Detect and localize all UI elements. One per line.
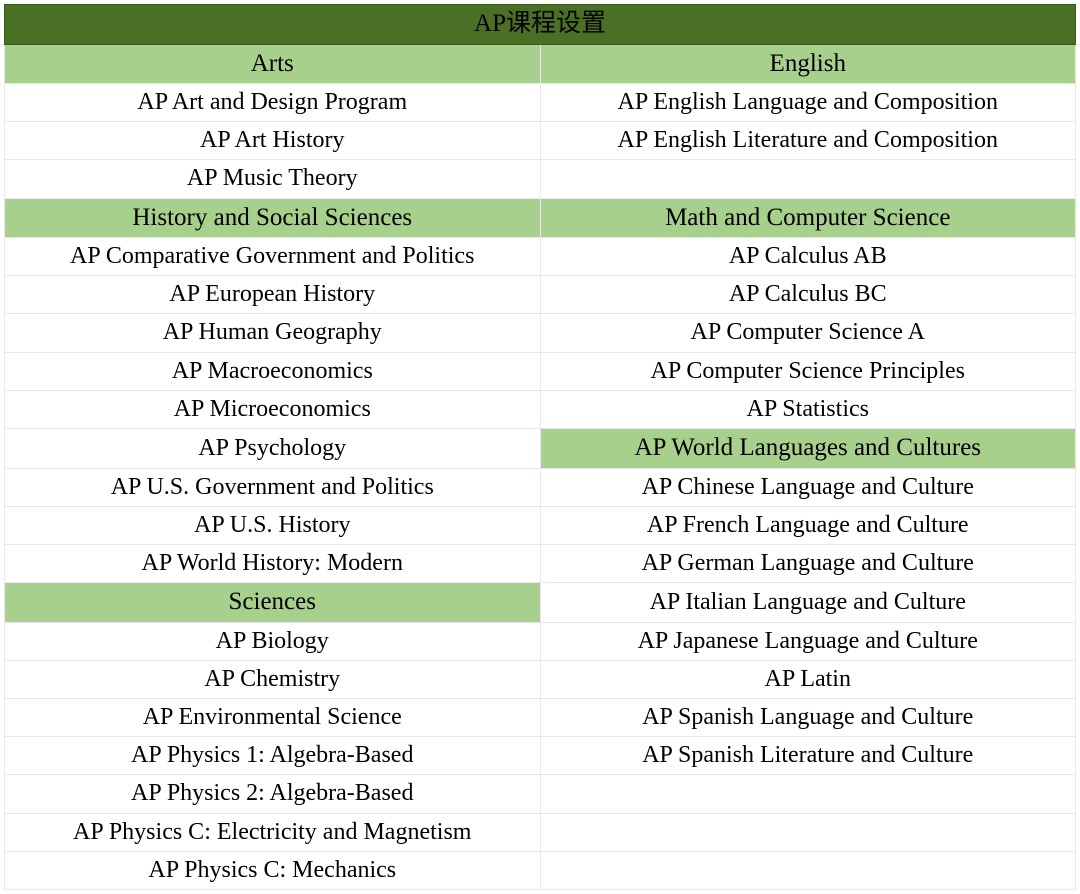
course-cell-right: AP Computer Science Principles [540,352,1076,390]
table-row: AP U.S. Government and PoliticsAP Chines… [5,468,1076,506]
course-cell-left: AP Comparative Government and Politics [5,238,541,276]
course-cell-right: AP Statistics [540,390,1076,428]
course-cell-right [540,775,1076,813]
course-cell-right: AP Italian Language and Culture [540,583,1076,623]
table-row: AP European HistoryAP Calculus BC [5,276,1076,314]
course-cell-left: AP Art History [5,122,541,160]
course-cell-right: AP English Literature and Composition [540,122,1076,160]
table-row: ArtsEnglish [5,44,1076,84]
course-cell-left: AP Macroeconomics [5,352,541,390]
course-cell-left: AP Physics 2: Algebra-Based [5,775,541,813]
course-cell-right: AP Calculus AB [540,238,1076,276]
table-row: AP Human GeographyAP Computer Science A [5,314,1076,352]
category-header-left: Sciences [5,583,541,623]
category-header-left: Arts [5,44,541,84]
course-cell-right [540,813,1076,851]
table-row: AP BiologyAP Japanese Language and Cultu… [5,622,1076,660]
course-cell-right: AP Calculus BC [540,276,1076,314]
course-cell-right: AP English Language and Composition [540,84,1076,122]
table-row: AP Physics C: Mechanics [5,851,1076,889]
course-cell-right: AP Latin [540,660,1076,698]
course-cell-left: AP Physics C: Electricity and Magnetism [5,813,541,851]
table-row: AP Art and Design ProgramAP English Lang… [5,84,1076,122]
table-row: AP MicroeconomicsAP Statistics [5,390,1076,428]
course-cell-left: AP Environmental Science [5,698,541,736]
ap-course-table: AP课程设置 ArtsEnglishAP Art and Design Prog… [4,4,1076,890]
table-row: AP Environmental ScienceAP Spanish Langu… [5,698,1076,736]
course-cell-right [540,160,1076,198]
course-cell-right: AP Japanese Language and Culture [540,622,1076,660]
course-cell-left: AP Human Geography [5,314,541,352]
course-cell-left: AP U.S. Government and Politics [5,468,541,506]
table-row: History and Social SciencesMath and Comp… [5,198,1076,238]
table-row: AP World History: ModernAP German Langua… [5,544,1076,582]
table-row: AP U.S. HistoryAP French Language and Cu… [5,506,1076,544]
course-cell-left: AP Psychology [5,429,541,469]
course-cell-right [540,851,1076,889]
category-header-left: History and Social Sciences [5,198,541,238]
table-row: AP Physics 2: Algebra-Based [5,775,1076,813]
table-row: AP Music Theory [5,160,1076,198]
table-row: AP MacroeconomicsAP Computer Science Pri… [5,352,1076,390]
table-row: AP Physics 1: Algebra-BasedAP Spanish Li… [5,737,1076,775]
title-row: AP课程设置 [5,5,1076,45]
course-cell-left: AP Physics C: Mechanics [5,851,541,889]
course-cell-left: AP U.S. History [5,506,541,544]
course-cell-left: AP Music Theory [5,160,541,198]
category-header-right: AP World Languages and Cultures [540,429,1076,469]
table-row: SciencesAP Italian Language and Culture [5,583,1076,623]
table-row: AP Art HistoryAP English Literature and … [5,122,1076,160]
course-cell-left: AP Physics 1: Algebra-Based [5,737,541,775]
course-cell-left: AP World History: Modern [5,544,541,582]
table-row: AP Comparative Government and PoliticsAP… [5,238,1076,276]
course-cell-right: AP Computer Science A [540,314,1076,352]
course-cell-left: AP European History [5,276,541,314]
course-cell-left: AP Chemistry [5,660,541,698]
table-row: AP Physics C: Electricity and Magnetism [5,813,1076,851]
course-cell-right: AP Spanish Literature and Culture [540,737,1076,775]
course-cell-right: AP German Language and Culture [540,544,1076,582]
table-row: AP ChemistryAP Latin [5,660,1076,698]
table-body: AP课程设置 ArtsEnglishAP Art and Design Prog… [5,5,1076,890]
table-row: AP PsychologyAP World Languages and Cult… [5,429,1076,469]
course-cell-right: AP Chinese Language and Culture [540,468,1076,506]
course-cell-left: AP Art and Design Program [5,84,541,122]
course-cell-left: AP Biology [5,622,541,660]
category-header-right: English [540,44,1076,84]
course-cell-right: AP Spanish Language and Culture [540,698,1076,736]
table-title: AP课程设置 [5,5,1076,45]
course-cell-left: AP Microeconomics [5,390,541,428]
course-cell-right: AP French Language and Culture [540,506,1076,544]
category-header-right: Math and Computer Science [540,198,1076,238]
